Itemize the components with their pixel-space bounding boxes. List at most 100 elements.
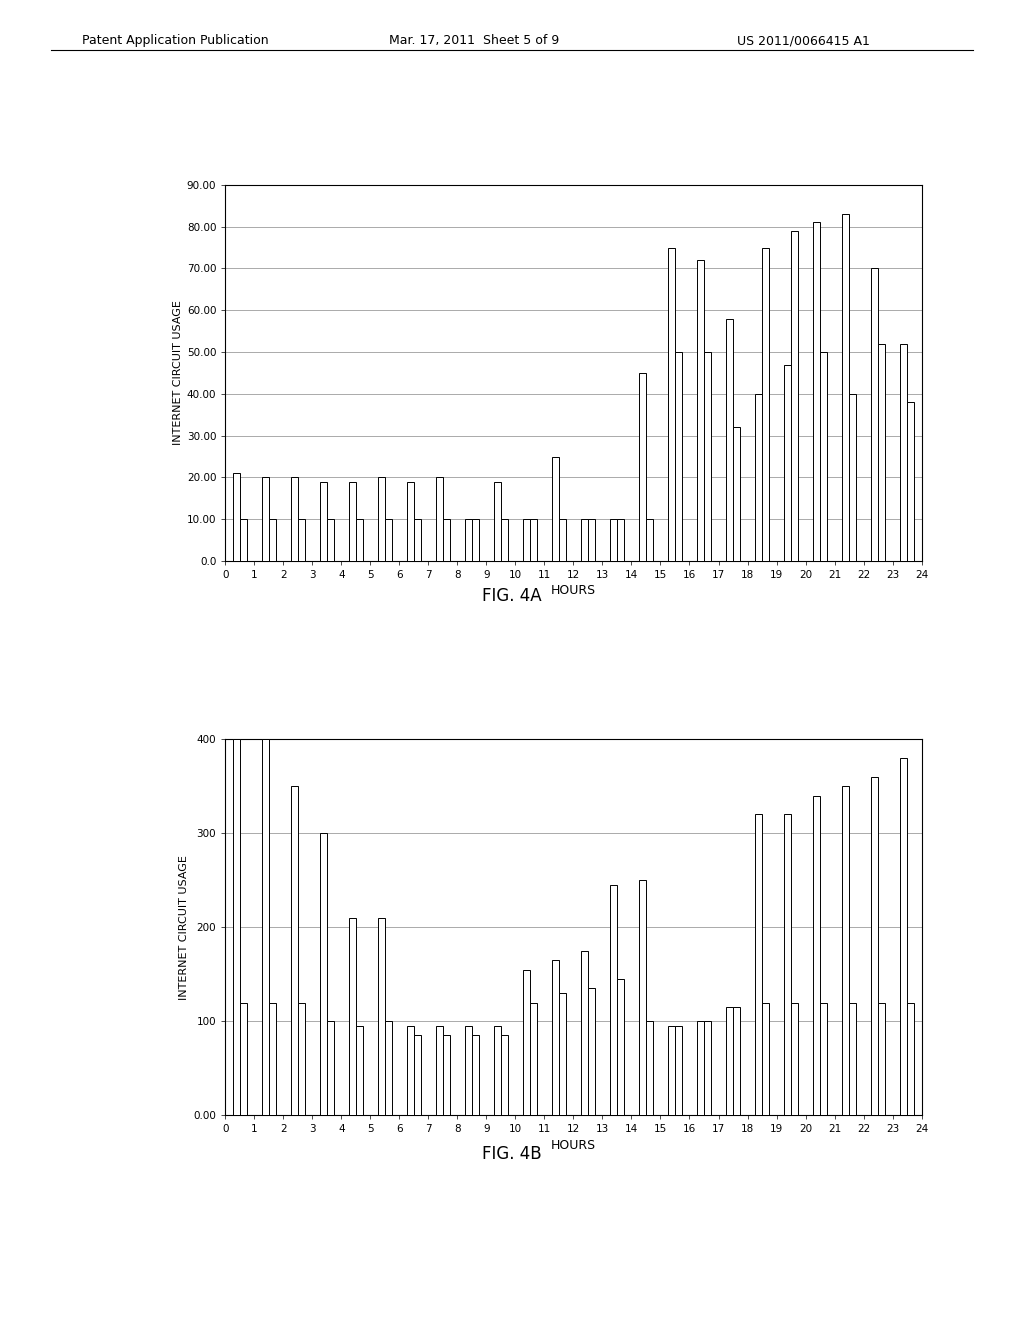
Bar [240, 1003, 247, 1115]
Bar [646, 519, 653, 561]
Bar [907, 403, 914, 561]
Bar [435, 478, 442, 561]
Bar [552, 960, 559, 1115]
Bar [705, 1022, 712, 1115]
Bar [522, 970, 530, 1115]
Text: Patent Application Publication: Patent Application Publication [82, 34, 268, 48]
Bar [726, 1007, 733, 1115]
Bar [327, 1022, 334, 1115]
Bar [414, 519, 421, 561]
Bar [232, 474, 240, 561]
Bar [268, 519, 276, 561]
Bar [240, 519, 247, 561]
Bar [849, 393, 856, 561]
Bar [261, 478, 268, 561]
X-axis label: HOURS: HOURS [551, 585, 596, 597]
Bar [522, 519, 530, 561]
Bar [675, 1026, 682, 1115]
Bar [879, 343, 886, 561]
Bar [494, 482, 501, 561]
Bar [755, 814, 762, 1115]
Bar [783, 814, 791, 1115]
Bar [907, 1003, 914, 1115]
Bar [616, 519, 625, 561]
Bar [442, 519, 451, 561]
Bar [494, 1026, 501, 1115]
Text: US 2011/0066415 A1: US 2011/0066415 A1 [737, 34, 870, 48]
Bar [291, 478, 298, 561]
Bar [639, 374, 646, 561]
Bar [668, 248, 675, 561]
Bar [530, 1003, 538, 1115]
Bar [870, 268, 879, 561]
Bar [348, 917, 356, 1115]
Bar [435, 1026, 442, 1115]
Bar [327, 519, 334, 561]
Bar [842, 214, 849, 561]
Bar [820, 1003, 827, 1115]
Bar [298, 1003, 305, 1115]
Bar [581, 950, 588, 1115]
Bar [870, 776, 879, 1115]
Bar [559, 993, 566, 1115]
Bar [407, 482, 414, 561]
Bar [726, 318, 733, 561]
Bar [407, 1026, 414, 1115]
Bar [609, 884, 616, 1115]
Bar [733, 1007, 740, 1115]
Bar [472, 519, 479, 561]
Bar [900, 343, 907, 561]
Bar [385, 1022, 392, 1115]
Bar [609, 519, 616, 561]
Bar [900, 758, 907, 1115]
Bar [319, 482, 327, 561]
Bar [813, 223, 820, 561]
Bar [552, 457, 559, 561]
Bar [559, 519, 566, 561]
Bar [639, 880, 646, 1115]
Bar [378, 478, 385, 561]
Bar [705, 352, 712, 561]
Bar [762, 1003, 769, 1115]
Bar [414, 1035, 421, 1115]
Bar [356, 1026, 364, 1115]
Bar [879, 1003, 886, 1115]
X-axis label: HOURS: HOURS [551, 1139, 596, 1151]
Bar [319, 833, 327, 1115]
Bar [356, 519, 364, 561]
Bar [646, 1022, 653, 1115]
Bar [588, 989, 595, 1115]
Bar [291, 787, 298, 1115]
Bar [783, 364, 791, 561]
Bar [762, 248, 769, 561]
Bar [696, 260, 705, 561]
Bar [385, 519, 392, 561]
Bar [298, 519, 305, 561]
Text: FIG. 4A: FIG. 4A [482, 586, 542, 605]
Bar [820, 352, 827, 561]
Bar [261, 739, 268, 1115]
Bar [348, 482, 356, 561]
Y-axis label: INTERNET CIRCUIT USAGE: INTERNET CIRCUIT USAGE [173, 301, 182, 445]
Bar [696, 1022, 705, 1115]
Bar [733, 428, 740, 561]
Bar [675, 352, 682, 561]
Bar [849, 1003, 856, 1115]
Y-axis label: INTERNET CIRCUIT USAGE: INTERNET CIRCUIT USAGE [179, 855, 189, 999]
Bar [232, 739, 240, 1115]
Bar [755, 393, 762, 561]
Bar [588, 519, 595, 561]
Bar [581, 519, 588, 561]
Bar [268, 1003, 276, 1115]
Text: FIG. 4B: FIG. 4B [482, 1144, 542, 1163]
Bar [465, 1026, 472, 1115]
Bar [842, 787, 849, 1115]
Bar [668, 1026, 675, 1115]
Bar [791, 231, 799, 561]
Bar [501, 519, 508, 561]
Bar [442, 1035, 451, 1115]
Bar [791, 1003, 799, 1115]
Bar [378, 917, 385, 1115]
Bar [530, 519, 538, 561]
Bar [472, 1035, 479, 1115]
